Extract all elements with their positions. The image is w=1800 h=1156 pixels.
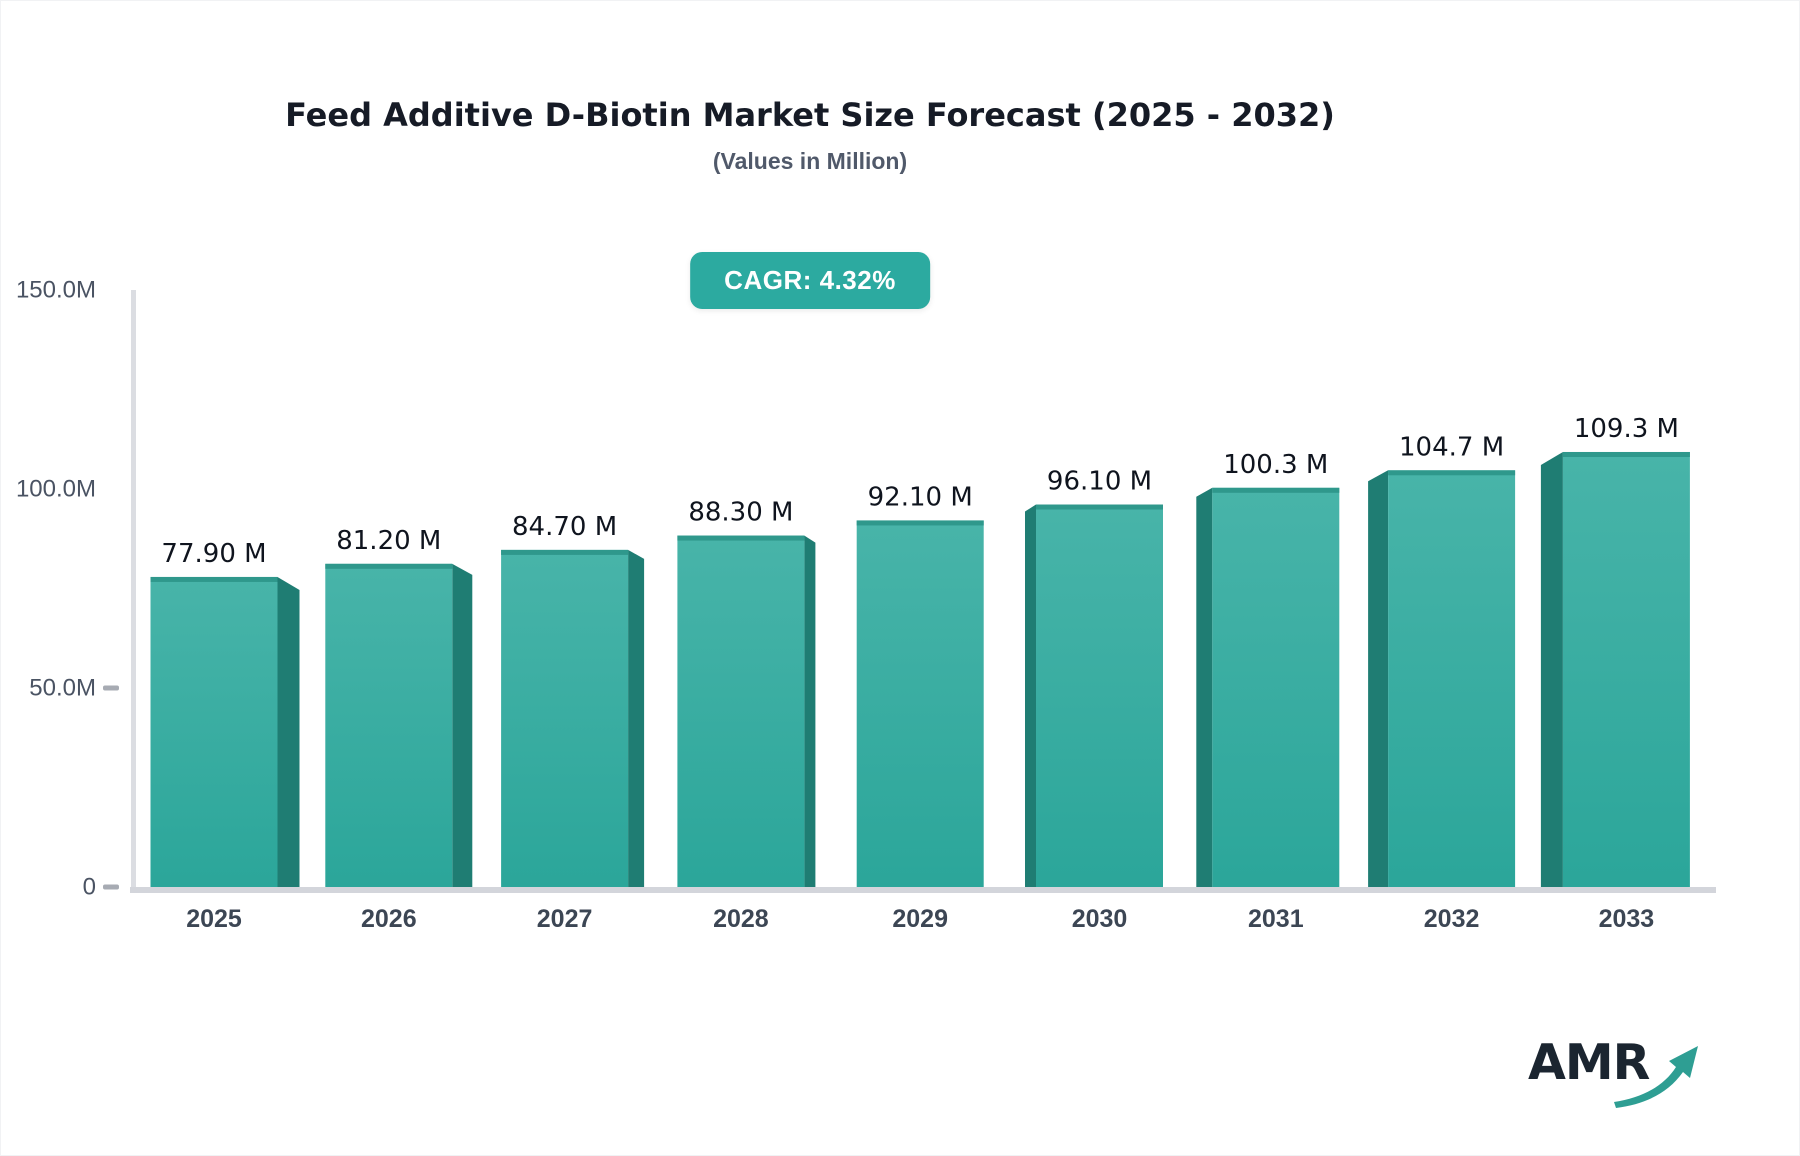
y-axis-tick: [103, 685, 119, 691]
bar-front: [677, 535, 805, 887]
bar-top: [1212, 487, 1340, 493]
x-axis-label: 2031: [1248, 905, 1304, 933]
bar-top: [1388, 470, 1516, 476]
x-axis-label: 2026: [361, 905, 417, 933]
x-axis-label: 2029: [892, 905, 948, 933]
x-axis-label: 2033: [1599, 905, 1655, 933]
bar-value-label: 84.70 M: [512, 512, 617, 542]
bar-front: [501, 549, 629, 887]
y-axis-label: 50.0M: [29, 675, 96, 702]
x-axis-label: 2025: [186, 905, 242, 933]
bar-front: [1212, 487, 1340, 887]
bar-value-label: 109.3 M: [1574, 414, 1679, 444]
y-axis-line: [131, 290, 136, 893]
bar-side: [452, 563, 473, 887]
bar-side: [1368, 470, 1389, 887]
x-axis-label: 2028: [713, 905, 769, 933]
bar-top: [856, 520, 984, 526]
cagr-badge: CAGR: 4.32%: [690, 252, 930, 309]
bar-value-label: 96.10 M: [1047, 467, 1152, 497]
bar-value-label: 81.20 M: [336, 526, 441, 556]
x-axis-line: [130, 887, 1716, 893]
x-axis-label: 2030: [1072, 905, 1128, 933]
bar-value-label: 88.30 M: [688, 498, 793, 528]
y-axis-label: 150.0M: [16, 277, 96, 304]
bar-front: [150, 576, 278, 887]
bar-front: [1562, 451, 1690, 887]
logo-arrow-icon: [1614, 1046, 1698, 1108]
bar-value-label: 104.7 M: [1399, 432, 1504, 462]
bar-top: [150, 576, 278, 582]
chart-title: Feed Additive D-Biotin Market Size Forec…: [285, 96, 1335, 134]
bar-value-label: 100.3 M: [1223, 450, 1328, 480]
bar-front: [325, 563, 453, 887]
bar-side: [628, 549, 645, 887]
bar-side: [1025, 504, 1036, 887]
bar-front: [1388, 470, 1516, 887]
chart-subtitle: (Values in Million): [712, 148, 908, 174]
bar-side: [1196, 487, 1213, 887]
y-axis-label: 0: [83, 874, 96, 901]
bar-top: [325, 563, 453, 569]
bar-top: [677, 535, 805, 541]
x-axis-label: 2032: [1424, 905, 1480, 933]
bar-side: [277, 576, 300, 887]
y-axis-tick: [103, 884, 119, 890]
bar-top: [501, 549, 629, 555]
logo-text: AMR: [1528, 1034, 1650, 1091]
y-axis-label: 100.0M: [16, 476, 96, 503]
amr-logo: AMR: [1528, 1034, 1718, 1114]
bar-value-label: 92.10 M: [868, 482, 973, 512]
bar-top: [1562, 451, 1690, 457]
bar-side: [804, 535, 816, 887]
bar-front: [1036, 504, 1163, 887]
bar-value-label: 77.90 M: [161, 539, 266, 569]
x-axis-label: 2027: [537, 905, 593, 933]
bar-top: [1036, 504, 1163, 510]
bar-side: [1540, 451, 1563, 887]
bar-front: [856, 520, 984, 887]
